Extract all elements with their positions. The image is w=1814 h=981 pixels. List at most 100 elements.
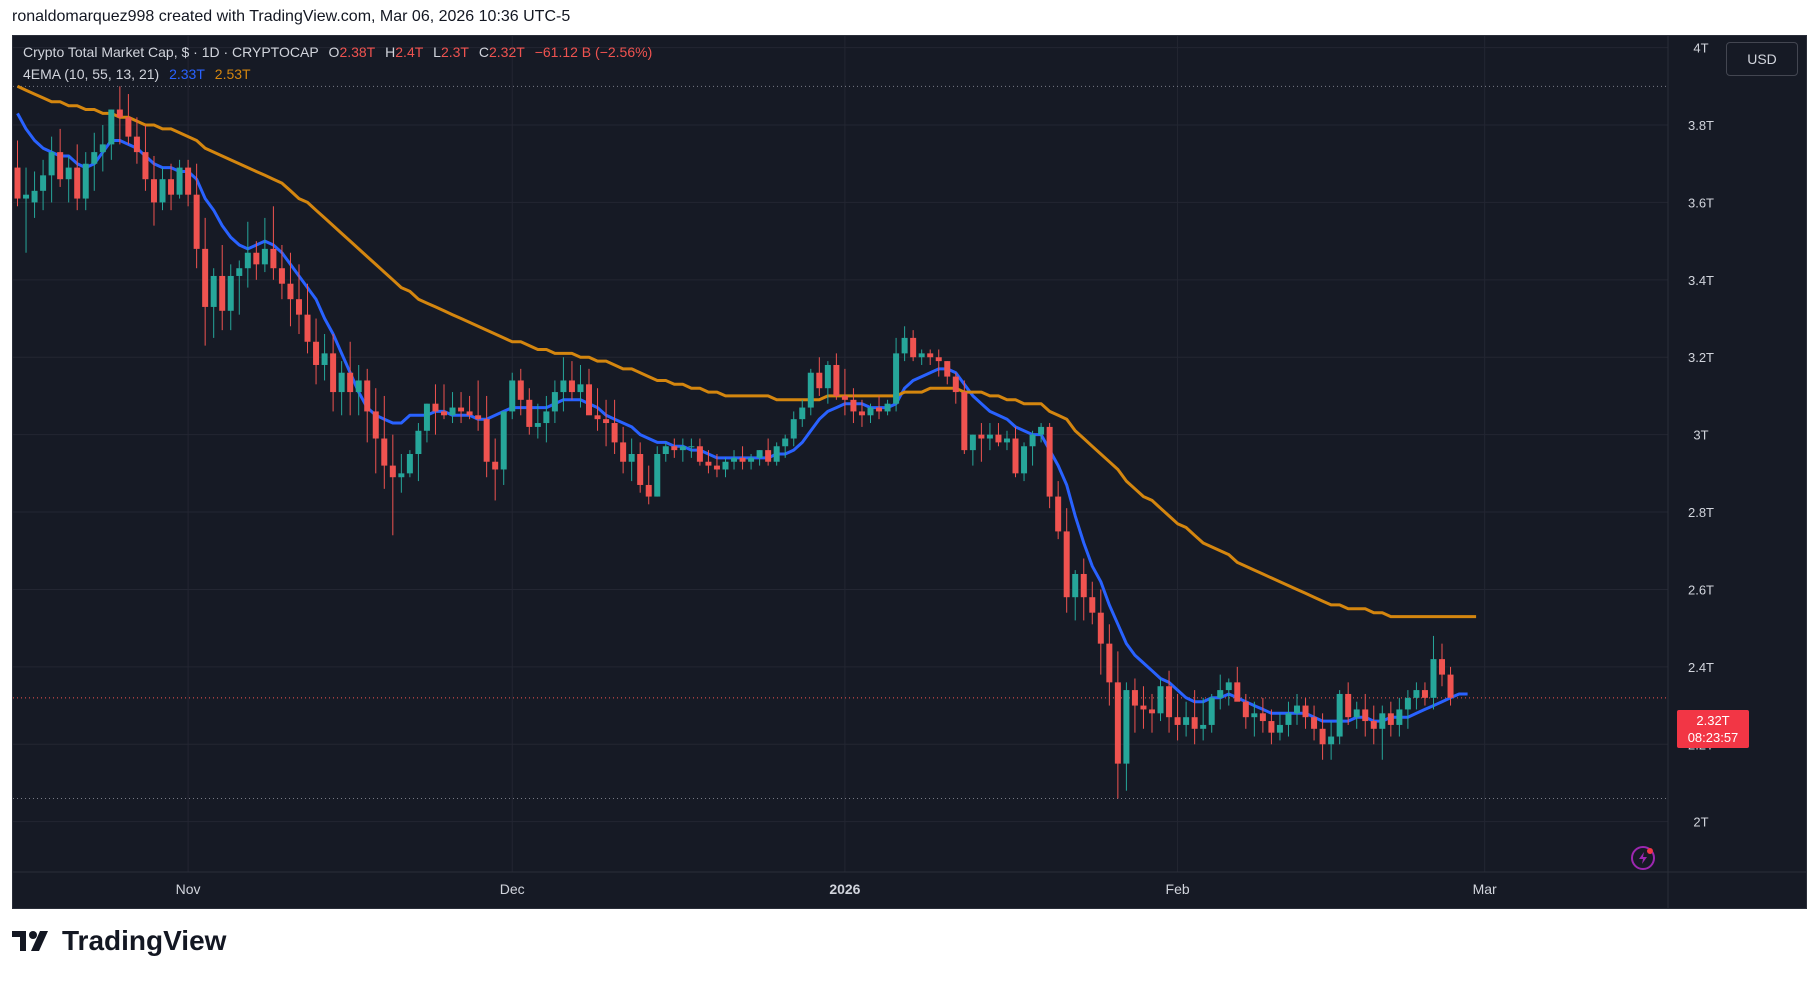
- candle: [1089, 581, 1096, 625]
- candle-body: [1439, 659, 1446, 675]
- close-label: C: [478, 44, 489, 60]
- candle-body: [176, 167, 183, 195]
- candle: [270, 206, 277, 280]
- candle-body: [347, 372, 354, 393]
- candle-body: [1046, 426, 1053, 497]
- candle-body: [952, 376, 959, 393]
- grid-layer: [13, 36, 1668, 872]
- candle: [731, 450, 738, 470]
- candle-body: [1430, 659, 1437, 698]
- ema-slow-line: [16, 84, 1477, 619]
- candle-body: [1242, 701, 1249, 718]
- symbol-title[interactable]: Crypto Total Market Cap, $ · 1D · CRYPTO…: [23, 44, 319, 60]
- price-tick-label: 2T: [1693, 815, 1708, 830]
- candle-body: [133, 136, 140, 153]
- candle: [688, 438, 695, 458]
- currency-button[interactable]: USD: [1726, 42, 1798, 76]
- candle: [551, 380, 558, 424]
- candle: [347, 341, 354, 416]
- candle-body: [534, 423, 541, 427]
- candle: [1328, 721, 1335, 760]
- candle: [816, 357, 823, 396]
- ema-layer: [16, 84, 1477, 723]
- candle-layer: [14, 86, 1454, 799]
- candle-body: [901, 337, 908, 354]
- candle-body: [688, 446, 695, 448]
- candle: [1157, 678, 1164, 722]
- candle: [65, 155, 72, 203]
- candle: [876, 395, 883, 420]
- candle-body: [782, 438, 789, 447]
- candle: [577, 364, 584, 408]
- candle-body: [236, 268, 243, 276]
- candle-body: [295, 299, 302, 315]
- candle-body: [168, 179, 175, 195]
- indicator-title[interactable]: 4EMA (10, 55, 13, 21): [23, 66, 160, 82]
- candle: [1123, 682, 1130, 791]
- candle: [1276, 713, 1283, 741]
- candle: [986, 423, 993, 451]
- candle-body: [731, 457, 738, 462]
- candle-body: [560, 380, 567, 393]
- candle: [99, 125, 106, 172]
- candle: [458, 392, 465, 424]
- candle: [1063, 508, 1070, 613]
- candle-body: [1131, 690, 1138, 706]
- candle: [611, 399, 618, 454]
- candle: [935, 349, 942, 377]
- candle: [1021, 442, 1028, 482]
- tradingview-logo[interactable]: TradingView: [12, 925, 226, 957]
- candle: [381, 395, 388, 489]
- candle-body: [1157, 686, 1164, 714]
- candle: [1234, 666, 1241, 702]
- candle: [1225, 678, 1232, 706]
- candle-body: [313, 341, 320, 365]
- candle-body: [23, 194, 30, 199]
- candle: [944, 361, 951, 385]
- open-label: O: [328, 44, 340, 60]
- candle-body: [1259, 713, 1266, 722]
- candle: [662, 442, 669, 462]
- candle: [330, 334, 337, 412]
- price-tick-label: 3.8T: [1688, 118, 1714, 133]
- candle-body: [261, 248, 268, 265]
- lightning-icon[interactable]: [1631, 846, 1655, 870]
- candle: [304, 283, 311, 354]
- candle: [1183, 701, 1190, 737]
- brand-name: TradingView: [62, 925, 227, 956]
- candle: [466, 395, 473, 420]
- candle-body: [1072, 573, 1079, 598]
- candle-body: [449, 407, 456, 416]
- price-tick-label: 2.4T: [1688, 660, 1714, 675]
- candle: [1140, 686, 1147, 729]
- candle-body: [1285, 713, 1292, 725]
- candle: [82, 152, 89, 211]
- candle: [48, 136, 55, 203]
- ema-fast-value: 2.33T: [169, 66, 205, 82]
- candle: [1413, 682, 1420, 710]
- candle-body: [961, 392, 968, 451]
- candle: [654, 446, 661, 497]
- candle-body: [841, 395, 848, 400]
- candle: [483, 395, 490, 478]
- candle-body: [406, 454, 413, 474]
- candle: [253, 241, 260, 280]
- candle: [193, 163, 200, 269]
- candle: [603, 399, 610, 447]
- candle: [475, 380, 482, 431]
- candle: [961, 380, 968, 454]
- candle-body: [850, 399, 857, 412]
- candle: [150, 155, 157, 226]
- candle: [432, 384, 439, 435]
- candle-body: [1097, 612, 1104, 644]
- candle-body: [927, 353, 934, 358]
- candle-body: [150, 179, 157, 203]
- candle-body: [65, 167, 72, 180]
- candle-body: [423, 403, 430, 431]
- candle-body: [705, 461, 712, 466]
- candle: [833, 353, 840, 400]
- candle: [526, 388, 533, 435]
- candle: [884, 399, 891, 416]
